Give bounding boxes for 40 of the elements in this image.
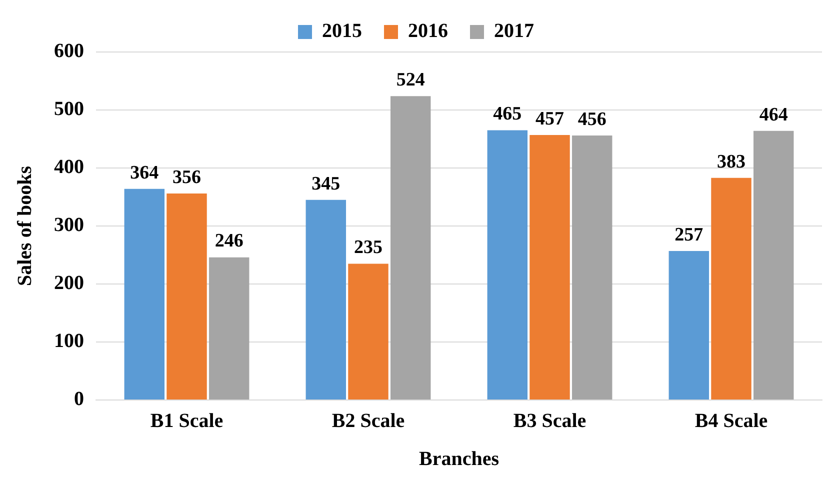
y-tick-label: 100: [54, 330, 84, 352]
legend-label: 2017: [494, 20, 534, 42]
data-label: 364: [130, 162, 160, 184]
y-axis-title: Sales of books: [14, 166, 36, 286]
bar: [124, 188, 165, 400]
x-tick-label: B4 Scale: [694, 410, 768, 432]
data-label: 456: [578, 108, 606, 130]
data-label: 345: [312, 173, 340, 194]
data-label: 464: [759, 104, 788, 126]
bar: [530, 134, 570, 400]
bar: [711, 178, 752, 400]
bar: [572, 136, 612, 400]
data-label: 465: [493, 104, 522, 125]
legend-label: 2015: [322, 20, 362, 42]
bar: [348, 264, 388, 400]
bar: [753, 130, 794, 400]
bar: [306, 200, 346, 400]
x-axis-title: Branches: [419, 448, 500, 470]
x-tick-label: B2 Scale: [332, 410, 405, 432]
data-label: 383: [717, 151, 746, 172]
y-tick-label: 400: [54, 156, 84, 178]
data-label: 524: [396, 69, 426, 90]
y-tick-label: 500: [54, 98, 84, 120]
data-label: 235: [354, 237, 382, 258]
x-tick-label: B3 Scale: [513, 410, 586, 432]
data-label: 457: [536, 108, 564, 130]
bar: [208, 257, 250, 400]
x-tick-label: B1 Scale: [150, 410, 224, 432]
y-tick-label: 600: [54, 40, 84, 62]
bar: [487, 130, 528, 400]
bar: [390, 96, 431, 400]
y-tick-label: 300: [54, 214, 84, 236]
data-label: 257: [674, 224, 704, 246]
bar: [668, 250, 710, 400]
y-tick-label: 0: [74, 388, 84, 410]
bar: [166, 194, 207, 400]
data-label: 356: [172, 166, 201, 188]
data-label: 246: [214, 230, 244, 252]
y-tick-label: 200: [54, 272, 84, 294]
legend-label: 2016: [408, 20, 448, 42]
